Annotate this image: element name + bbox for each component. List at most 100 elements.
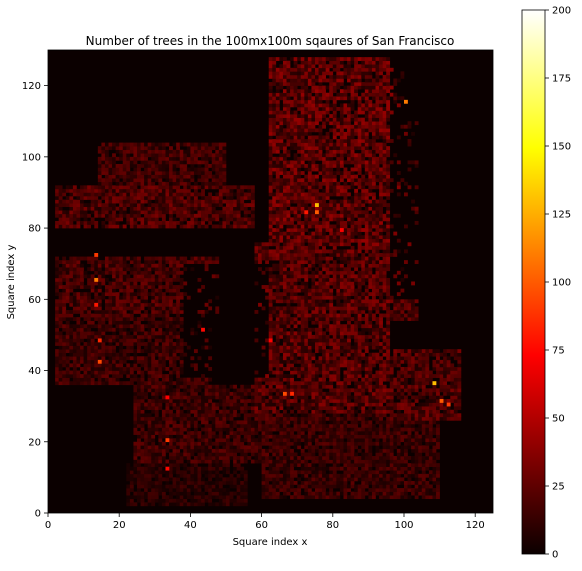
heatmap-cell [208, 477, 213, 482]
heatmap-cell [137, 423, 141, 428]
heatmap-cell [129, 342, 134, 346]
heatmap-cell [218, 203, 223, 208]
heatmap-cell [240, 220, 245, 225]
heatmap-cell [190, 146, 195, 151]
heatmap-cell [307, 470, 312, 475]
heatmap-cell [315, 78, 319, 83]
heatmap-cell [193, 402, 198, 407]
heatmap-cell [272, 409, 277, 414]
heatmap-cell [304, 295, 309, 300]
heatmap-cell [315, 495, 319, 500]
heatmap-cell [290, 121, 294, 126]
heatmap-cell [279, 384, 284, 389]
heatmap-cell [201, 220, 205, 225]
heatmap-cell [158, 156, 163, 161]
heatmap-cell [204, 217, 209, 222]
heatmap-cell [154, 420, 159, 425]
heatmap-cell [90, 256, 95, 261]
heatmap-cell [179, 402, 184, 407]
heatmap-cell [83, 292, 88, 297]
heatmap-cell [122, 181, 127, 186]
heatmap-cell [112, 160, 116, 165]
heatmap-cell [275, 399, 280, 403]
heatmap-cell [282, 324, 287, 329]
heatmap-cell [222, 167, 227, 172]
heatmap-cell [161, 431, 166, 435]
heatmap-cell [62, 324, 67, 329]
heatmap-cell [275, 206, 280, 211]
heatmap-cell [293, 85, 298, 90]
heatmap-cell [183, 448, 188, 453]
heatmap-cell [87, 381, 92, 386]
heatmap-cell [154, 488, 159, 492]
heatmap-cell [254, 388, 259, 393]
heatmap-cell [282, 420, 287, 425]
heatmap-cell [129, 206, 134, 211]
heatmap-cell [147, 466, 152, 471]
heatmap-cell [293, 139, 298, 143]
heatmap-cell [290, 139, 294, 143]
heatmap-cell [183, 388, 188, 393]
heatmap-cell [201, 409, 205, 414]
heatmap-cell [272, 192, 277, 197]
heatmap-cell [151, 342, 156, 346]
heatmap-cell [307, 96, 312, 101]
heatmap-cell [222, 491, 227, 496]
heatmap-cell [282, 441, 287, 446]
heatmap-cell [208, 406, 213, 411]
heatmap-cell [250, 220, 255, 225]
heatmap-cell [183, 342, 188, 346]
heatmap-cell [87, 313, 92, 318]
heatmap-cell [282, 206, 287, 211]
heatmap-cell [140, 456, 145, 460]
heatmap-cell [76, 196, 81, 200]
heatmap-cell [311, 470, 316, 475]
heatmap-cell [119, 188, 124, 193]
heatmap-cell [161, 256, 166, 261]
heatmap-cell [307, 121, 312, 126]
heatmap-cell [304, 288, 309, 293]
heatmap-cell [268, 153, 273, 158]
heatmap-cell [62, 356, 67, 361]
heatmap-cell [119, 327, 124, 332]
heatmap-cell [193, 445, 198, 450]
heatmap-cell [190, 470, 195, 475]
heatmap-cell [272, 60, 277, 65]
heatmap-cell [169, 434, 173, 439]
heatmap-cell [83, 206, 88, 211]
heatmap-cell [172, 441, 177, 446]
heatmap-cell [290, 317, 294, 321]
heatmap-cell [76, 334, 81, 339]
heatmap-cell [133, 174, 138, 179]
heatmap-cell [243, 384, 248, 389]
heatmap-cell [76, 309, 81, 314]
heatmap-cell [268, 420, 273, 425]
heatmap-cell [300, 420, 305, 425]
heatmap-cell [101, 196, 106, 200]
heatmap-cell [115, 363, 120, 368]
heatmap-cell [101, 363, 106, 368]
heatmap-cell [300, 359, 305, 364]
heatmap-cell [265, 256, 270, 261]
heatmap-cell [208, 213, 213, 218]
heatmap-cell [69, 217, 74, 222]
heatmap-cell [297, 139, 302, 143]
heatmap-cell [144, 452, 148, 457]
heatmap-cell [290, 245, 294, 250]
heatmap-cell [104, 167, 109, 172]
heatmap-cell [147, 402, 152, 407]
heatmap-cell [144, 256, 148, 261]
heatmap-cell [290, 338, 294, 343]
heatmap-cell [137, 277, 141, 282]
heatmap-cell [176, 434, 181, 439]
heatmap-cell [76, 306, 81, 311]
heatmap-cell [201, 146, 205, 151]
heatmap-cell [144, 213, 148, 218]
heatmap-cell [126, 146, 131, 151]
heatmap-cell [65, 295, 70, 300]
heatmap-cell [279, 206, 284, 211]
heatmap-cell [172, 163, 177, 168]
heatmap-cell [315, 188, 319, 193]
heatmap-cell [201, 171, 205, 175]
heatmap-cell [140, 288, 145, 293]
